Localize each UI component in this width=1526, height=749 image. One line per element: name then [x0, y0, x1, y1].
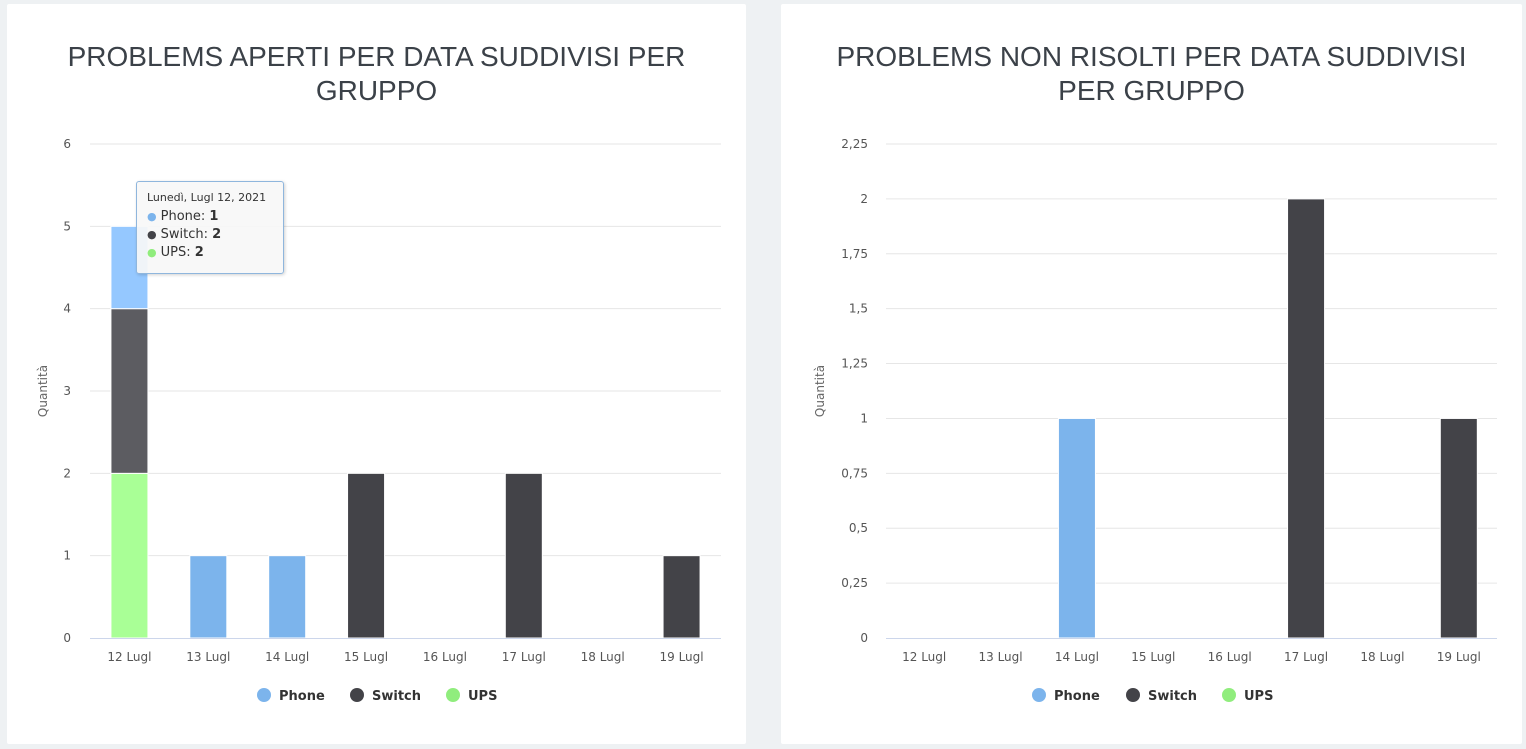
bar-switch	[504, 472, 543, 639]
x-tick-label: 16 Lugl	[423, 650, 467, 664]
legend-ups-icon	[1222, 688, 1236, 702]
x-tick-label: 18 Lugl	[1360, 650, 1404, 664]
y-axis-title: Quantità	[813, 365, 827, 417]
x-tick-label: 17 Lugl	[1284, 650, 1328, 664]
y-axis-title: Quantità	[36, 365, 50, 417]
y-tick-label: 0,5	[849, 521, 868, 535]
tooltip-series-name: UPS	[160, 245, 187, 260]
y-tick-label: 2,25	[841, 137, 868, 151]
legend-phone-icon	[1032, 688, 1046, 702]
y-tick-label: 1	[63, 549, 71, 563]
bar-switch	[1439, 417, 1478, 639]
tooltip-series-name: Phone	[160, 209, 201, 224]
y-tick-label: 0,25	[841, 576, 868, 590]
x-tick-label: 15 Lugl	[1131, 650, 1175, 664]
bar-switch	[1287, 198, 1326, 639]
legend-label-phone: Phone	[279, 689, 325, 704]
x-tick-label: 14 Lugl	[1055, 650, 1099, 664]
y-tick-label: 0	[63, 631, 71, 645]
legend-label-ups: UPS	[1244, 689, 1273, 704]
x-tick-label: 15 Lugl	[344, 650, 388, 664]
y-tick-label: 4	[63, 302, 71, 316]
tooltip-row-switch: ● Switch: 2	[147, 227, 222, 242]
bar-phone	[1057, 417, 1096, 639]
y-tick-label: 3	[63, 384, 71, 398]
legend-switch-icon	[350, 688, 364, 702]
legend-label-ups: UPS	[468, 689, 497, 704]
phone-dot-icon: ●	[147, 210, 157, 223]
x-tick-label: 19 Lugl	[1437, 650, 1481, 664]
legend-switch-icon	[1126, 688, 1140, 702]
x-tick-label: 13 Lugl	[186, 650, 230, 664]
legend-label-phone: Phone	[1054, 689, 1100, 704]
legend-label-switch: Switch	[1148, 689, 1197, 704]
open-problems-chart: 0 1 2 3 4 5 6 Quantità 12 Lugl 13 Lugl 14 Lugl 15 L…	[36, 137, 721, 704]
tooltip-row-ups: ● UPS: 2	[147, 245, 204, 260]
y-tick-label: 1,5	[849, 302, 868, 316]
tooltip-series-value: 1	[209, 209, 219, 224]
y-tick-label: 1,25	[841, 357, 868, 371]
chart-title: PROBLEMS APERTI PER DATA SUDDIVISI PER G…	[67, 41, 686, 106]
bar-switch	[347, 472, 386, 639]
legend-phone-icon	[257, 688, 271, 702]
y-tick-label: 1,75	[841, 247, 868, 261]
x-tick-label: 13 Lugl	[979, 650, 1023, 664]
x-tick-label: 17 Lugl	[502, 650, 546, 664]
bar-ups	[110, 472, 149, 639]
chart-panel-open-problems: PROBLEMS APERTI PER DATA SUDDIVISI PER G…	[7, 4, 746, 744]
chart-tooltip: Lunedì, Lugl 12, 2021 ● Phone: 1 ● Switch:…	[136, 181, 284, 274]
bar-switch	[110, 308, 149, 474]
legend-label-switch: Switch	[372, 689, 421, 704]
y-tick-label: 0,75	[841, 466, 868, 480]
y-tick-label: 2	[860, 192, 868, 206]
tooltip-header: Lunedì, Lugl 12, 2021	[147, 191, 267, 204]
x-tick-label: 19 Lugl	[660, 650, 704, 664]
tooltip-series-value: 2	[194, 245, 204, 260]
tooltip-series-value: 2	[212, 227, 222, 242]
y-tick-label: 5	[63, 219, 71, 233]
y-tick-label: 0	[860, 631, 868, 645]
legend-ups-icon	[446, 688, 460, 702]
bar-phone	[189, 555, 228, 639]
x-tick-label: 18 Lugl	[581, 650, 625, 664]
x-tick-label: 12 Lugl	[107, 650, 151, 664]
bar-switch	[662, 555, 701, 639]
y-tick-label: 1	[860, 411, 868, 425]
bar-phone	[268, 555, 307, 639]
x-tick-label: 12 Lugl	[902, 650, 946, 664]
x-tick-label: 16 Lugl	[1208, 650, 1252, 664]
tooltip-row-phone: ● Phone: 1	[147, 209, 219, 224]
ups-dot-icon: ●	[147, 246, 157, 259]
tooltip-series-name: Switch	[160, 227, 204, 242]
chart-title: PROBLEMS NON RISOLTI PER DATA SUDDIVISI …	[836, 41, 1467, 106]
x-tick-label: 14 Lugl	[265, 650, 309, 664]
chart-panel-unresolved-problems: PROBLEMS NON RISOLTI PER DATA SUDDIVISI …	[781, 4, 1522, 744]
y-tick-label: 6	[63, 137, 71, 151]
unresolved-problems-chart: 0 0,25 0,5 0,75 1 1,25 1,5 1,75 2 2,25 Quantità 12 …	[813, 137, 1497, 704]
y-tick-label: 2	[63, 466, 71, 480]
switch-dot-icon: ●	[147, 228, 157, 241]
